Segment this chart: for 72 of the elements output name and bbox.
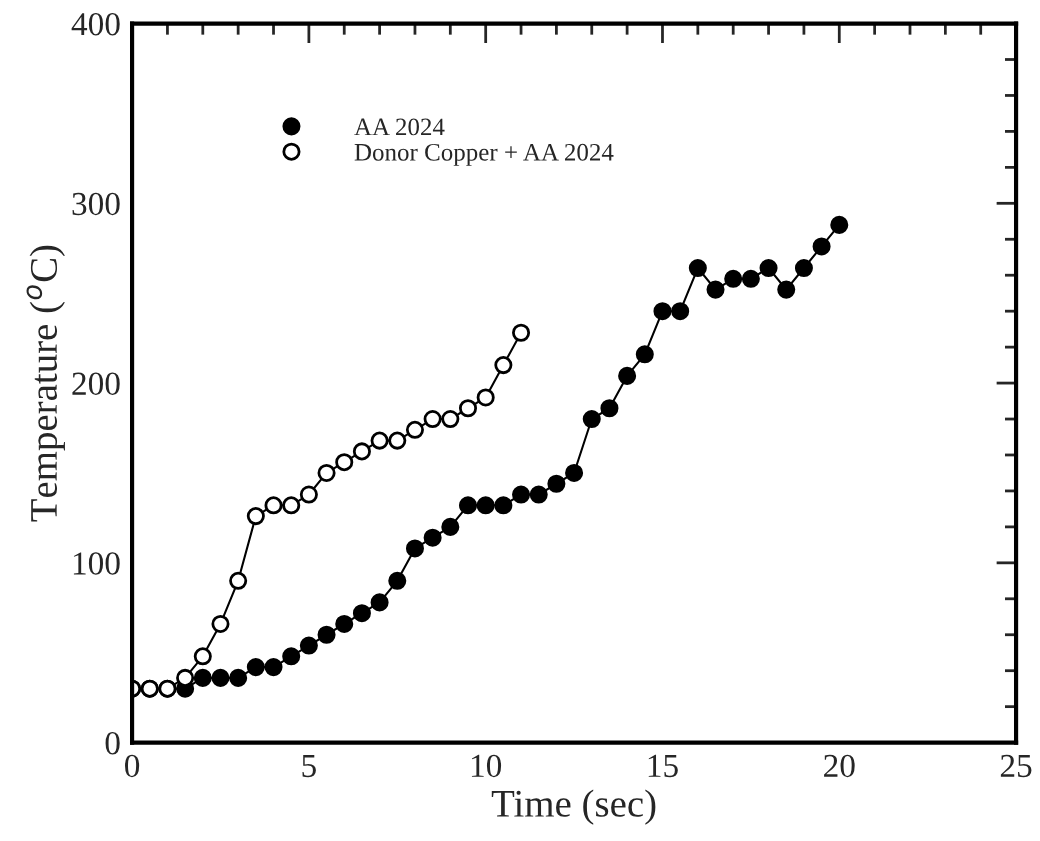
point <box>299 636 318 655</box>
point <box>193 647 212 666</box>
point <box>211 668 230 687</box>
point <box>759 259 778 278</box>
point <box>246 507 265 526</box>
point <box>211 614 230 633</box>
point <box>264 496 283 515</box>
point <box>794 259 813 278</box>
point <box>618 366 637 385</box>
point <box>830 215 849 234</box>
point <box>547 474 566 493</box>
legend-label: AA 2024 <box>354 118 445 136</box>
point <box>635 345 654 364</box>
point <box>370 593 389 612</box>
point <box>441 517 460 536</box>
legend-label: Donor Copper + AA 2024 <box>354 143 614 166</box>
point <box>423 528 442 547</box>
point <box>282 496 301 515</box>
point <box>335 453 354 472</box>
point <box>582 410 601 429</box>
x-tick-label: 5 <box>302 755 316 778</box>
point <box>812 237 831 256</box>
point <box>264 658 283 677</box>
point <box>458 496 478 515</box>
point <box>423 410 442 429</box>
point <box>388 431 407 450</box>
y-tick-label: 400 <box>71 12 120 36</box>
point <box>229 668 248 687</box>
point <box>529 485 548 504</box>
point <box>176 668 195 687</box>
point <box>405 539 424 558</box>
point <box>724 269 743 288</box>
y-tick-label: 300 <box>72 192 120 216</box>
x-tick-label: 0 <box>125 754 140 778</box>
point <box>565 463 584 482</box>
point <box>370 431 389 450</box>
x-tick-label: 10 <box>471 754 502 778</box>
point <box>193 668 212 687</box>
y-tick-label: 100 <box>73 552 120 575</box>
point <box>352 604 371 623</box>
point <box>317 625 336 644</box>
point <box>246 658 265 677</box>
point <box>653 302 672 321</box>
point <box>494 356 513 375</box>
y-tick-label: 200 <box>72 372 120 395</box>
point <box>317 463 336 482</box>
point <box>777 280 796 299</box>
point <box>706 280 725 299</box>
point <box>458 399 478 418</box>
point <box>229 571 248 590</box>
x-axis-title: Time (sec) <box>491 789 656 825</box>
point <box>512 323 531 342</box>
point <box>405 420 424 439</box>
point <box>494 496 513 515</box>
y-axis-title: Temperature ($^{o}$C) <box>26 245 65 522</box>
point <box>741 269 760 288</box>
point <box>476 496 495 515</box>
x-tick-label: 15 <box>648 754 678 778</box>
point <box>441 410 460 429</box>
x-tick-label: 20 <box>824 754 855 778</box>
point <box>688 259 707 278</box>
point <box>299 485 318 504</box>
point <box>512 485 531 504</box>
point <box>600 399 619 418</box>
point <box>282 647 301 666</box>
x-tick-label: 25 <box>1000 754 1032 778</box>
point <box>335 614 354 633</box>
y-tick-label: 0 <box>105 732 120 755</box>
point <box>352 442 371 461</box>
point <box>476 388 495 407</box>
point <box>671 302 690 321</box>
point <box>388 571 407 590</box>
